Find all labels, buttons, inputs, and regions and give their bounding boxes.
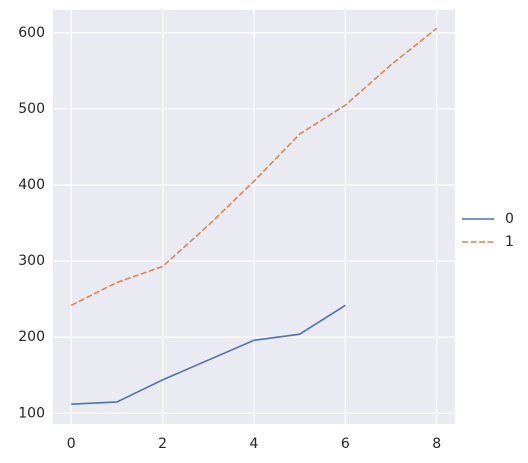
x-tick-label: 8: [432, 436, 441, 452]
y-tick-label: 200: [18, 329, 45, 345]
y-tick-label: 600: [18, 25, 45, 41]
y-tick-label: 300: [18, 253, 45, 269]
x-tick-label: 6: [341, 436, 350, 452]
series-line: [71, 304, 346, 406]
legend-label: 0: [505, 211, 514, 227]
x-tick-label: 0: [67, 436, 76, 452]
y-tick-label: 400: [18, 177, 45, 193]
y-tick-label: 500: [18, 101, 45, 117]
x-tick-label: 4: [250, 436, 259, 452]
x-tick-label: 2: [158, 436, 167, 452]
series-line: [70, 27, 438, 306]
y-tick-label: 100: [18, 405, 45, 421]
legend-label: 1: [505, 234, 514, 250]
